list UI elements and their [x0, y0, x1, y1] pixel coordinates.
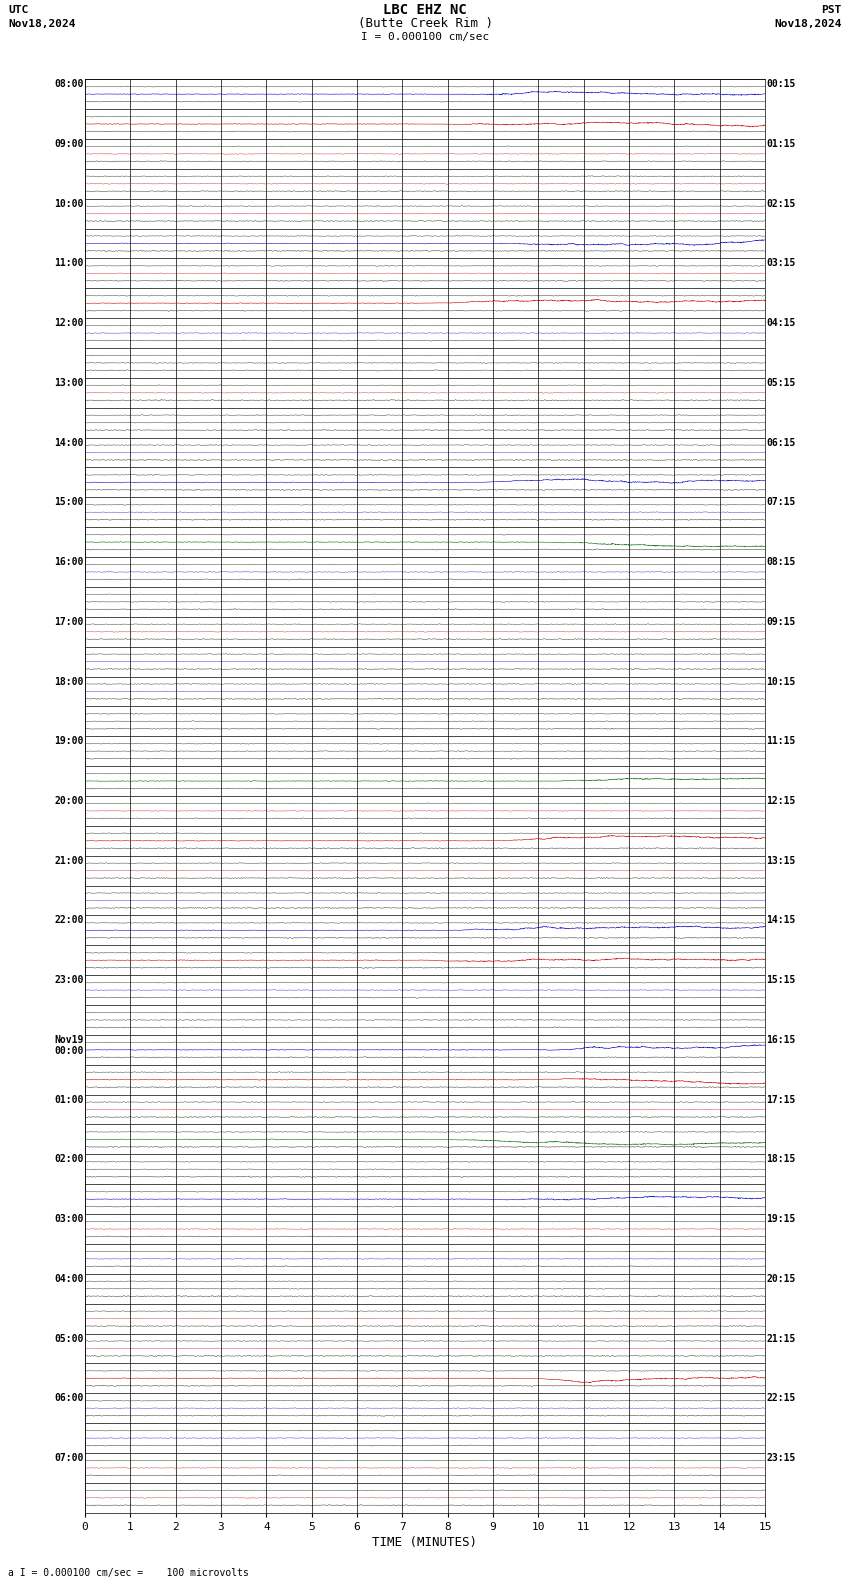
Text: 21:15: 21:15	[767, 1334, 796, 1343]
Text: Nov18,2024: Nov18,2024	[774, 19, 842, 29]
Text: 01:00: 01:00	[54, 1095, 83, 1104]
Text: 17:15: 17:15	[767, 1095, 796, 1104]
Text: 04:15: 04:15	[767, 318, 796, 328]
Text: 06:15: 06:15	[767, 437, 796, 448]
Text: 09:00: 09:00	[54, 139, 83, 149]
Text: UTC: UTC	[8, 5, 29, 14]
Text: 05:00: 05:00	[54, 1334, 83, 1343]
Text: LBC EHZ NC: LBC EHZ NC	[383, 3, 467, 17]
Text: 07:00: 07:00	[54, 1453, 83, 1464]
Text: 18:00: 18:00	[54, 676, 83, 686]
Text: 23:15: 23:15	[767, 1453, 796, 1464]
Text: (Butte Creek Rim ): (Butte Creek Rim )	[358, 17, 492, 30]
Text: 22:00: 22:00	[54, 916, 83, 925]
Text: 08:00: 08:00	[54, 79, 83, 89]
Text: 19:00: 19:00	[54, 737, 83, 746]
Text: 10:15: 10:15	[767, 676, 796, 686]
Text: PST: PST	[821, 5, 842, 14]
Text: 18:15: 18:15	[767, 1155, 796, 1164]
Text: I = 0.000100 cm/sec: I = 0.000100 cm/sec	[361, 32, 489, 41]
Text: 21:00: 21:00	[54, 855, 83, 866]
Text: 02:15: 02:15	[767, 198, 796, 209]
Text: 16:15: 16:15	[767, 1034, 796, 1045]
Text: 20:00: 20:00	[54, 795, 83, 806]
Text: 11:00: 11:00	[54, 258, 83, 268]
Text: 03:15: 03:15	[767, 258, 796, 268]
Text: 10:00: 10:00	[54, 198, 83, 209]
Text: 07:15: 07:15	[767, 497, 796, 507]
Text: 17:00: 17:00	[54, 616, 83, 627]
Text: Nov18,2024: Nov18,2024	[8, 19, 76, 29]
Text: a I = 0.000100 cm/sec =    100 microvolts: a I = 0.000100 cm/sec = 100 microvolts	[8, 1568, 249, 1578]
Text: 05:15: 05:15	[767, 379, 796, 388]
Text: 14:00: 14:00	[54, 437, 83, 448]
Text: 23:00: 23:00	[54, 976, 83, 985]
Text: 12:00: 12:00	[54, 318, 83, 328]
Text: 14:15: 14:15	[767, 916, 796, 925]
Text: 16:00: 16:00	[54, 558, 83, 567]
Text: 12:15: 12:15	[767, 795, 796, 806]
Text: 15:15: 15:15	[767, 976, 796, 985]
Text: 13:15: 13:15	[767, 855, 796, 866]
Text: 20:15: 20:15	[767, 1274, 796, 1283]
Text: Nov19
00:00: Nov19 00:00	[54, 1034, 83, 1057]
Text: 03:00: 03:00	[54, 1213, 83, 1224]
Text: 11:15: 11:15	[767, 737, 796, 746]
Text: 19:15: 19:15	[767, 1213, 796, 1224]
Text: 22:15: 22:15	[767, 1394, 796, 1403]
Text: 00:15: 00:15	[767, 79, 796, 89]
Text: 13:00: 13:00	[54, 379, 83, 388]
Text: 04:00: 04:00	[54, 1274, 83, 1283]
Text: 02:00: 02:00	[54, 1155, 83, 1164]
X-axis label: TIME (MINUTES): TIME (MINUTES)	[372, 1536, 478, 1549]
Text: 08:15: 08:15	[767, 558, 796, 567]
Text: 09:15: 09:15	[767, 616, 796, 627]
Text: 15:00: 15:00	[54, 497, 83, 507]
Text: 01:15: 01:15	[767, 139, 796, 149]
Text: 06:00: 06:00	[54, 1394, 83, 1403]
